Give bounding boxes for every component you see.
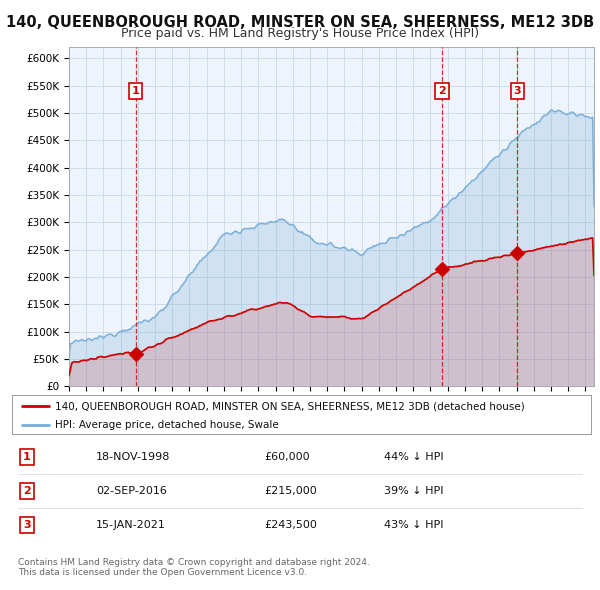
Text: 02-SEP-2016: 02-SEP-2016	[96, 486, 167, 496]
Text: 2: 2	[438, 86, 446, 96]
Text: Contains HM Land Registry data © Crown copyright and database right 2024.
This d: Contains HM Land Registry data © Crown c…	[18, 558, 370, 577]
Text: Price paid vs. HM Land Registry's House Price Index (HPI): Price paid vs. HM Land Registry's House …	[121, 27, 479, 40]
Text: £243,500: £243,500	[264, 520, 317, 530]
Text: 140, QUEENBOROUGH ROAD, MINSTER ON SEA, SHEERNESS, ME12 3DB (detached house): 140, QUEENBOROUGH ROAD, MINSTER ON SEA, …	[55, 401, 525, 411]
Point	[437, 264, 447, 274]
Text: 1: 1	[23, 452, 31, 461]
Text: 2: 2	[23, 486, 31, 496]
Point	[131, 349, 140, 358]
Text: 3: 3	[23, 520, 31, 530]
Text: £215,000: £215,000	[264, 486, 317, 496]
Text: 15-JAN-2021: 15-JAN-2021	[96, 520, 166, 530]
Text: 18-NOV-1998: 18-NOV-1998	[96, 452, 170, 461]
Text: 39% ↓ HPI: 39% ↓ HPI	[384, 486, 443, 496]
Text: £60,000: £60,000	[264, 452, 310, 461]
Text: 43% ↓ HPI: 43% ↓ HPI	[384, 520, 443, 530]
Text: 140, QUEENBOROUGH ROAD, MINSTER ON SEA, SHEERNESS, ME12 3DB: 140, QUEENBOROUGH ROAD, MINSTER ON SEA, …	[6, 15, 594, 30]
Text: HPI: Average price, detached house, Swale: HPI: Average price, detached house, Swal…	[55, 420, 279, 430]
Text: 44% ↓ HPI: 44% ↓ HPI	[384, 452, 443, 461]
Point	[512, 248, 522, 258]
Text: 3: 3	[514, 86, 521, 96]
Text: 1: 1	[132, 86, 140, 96]
